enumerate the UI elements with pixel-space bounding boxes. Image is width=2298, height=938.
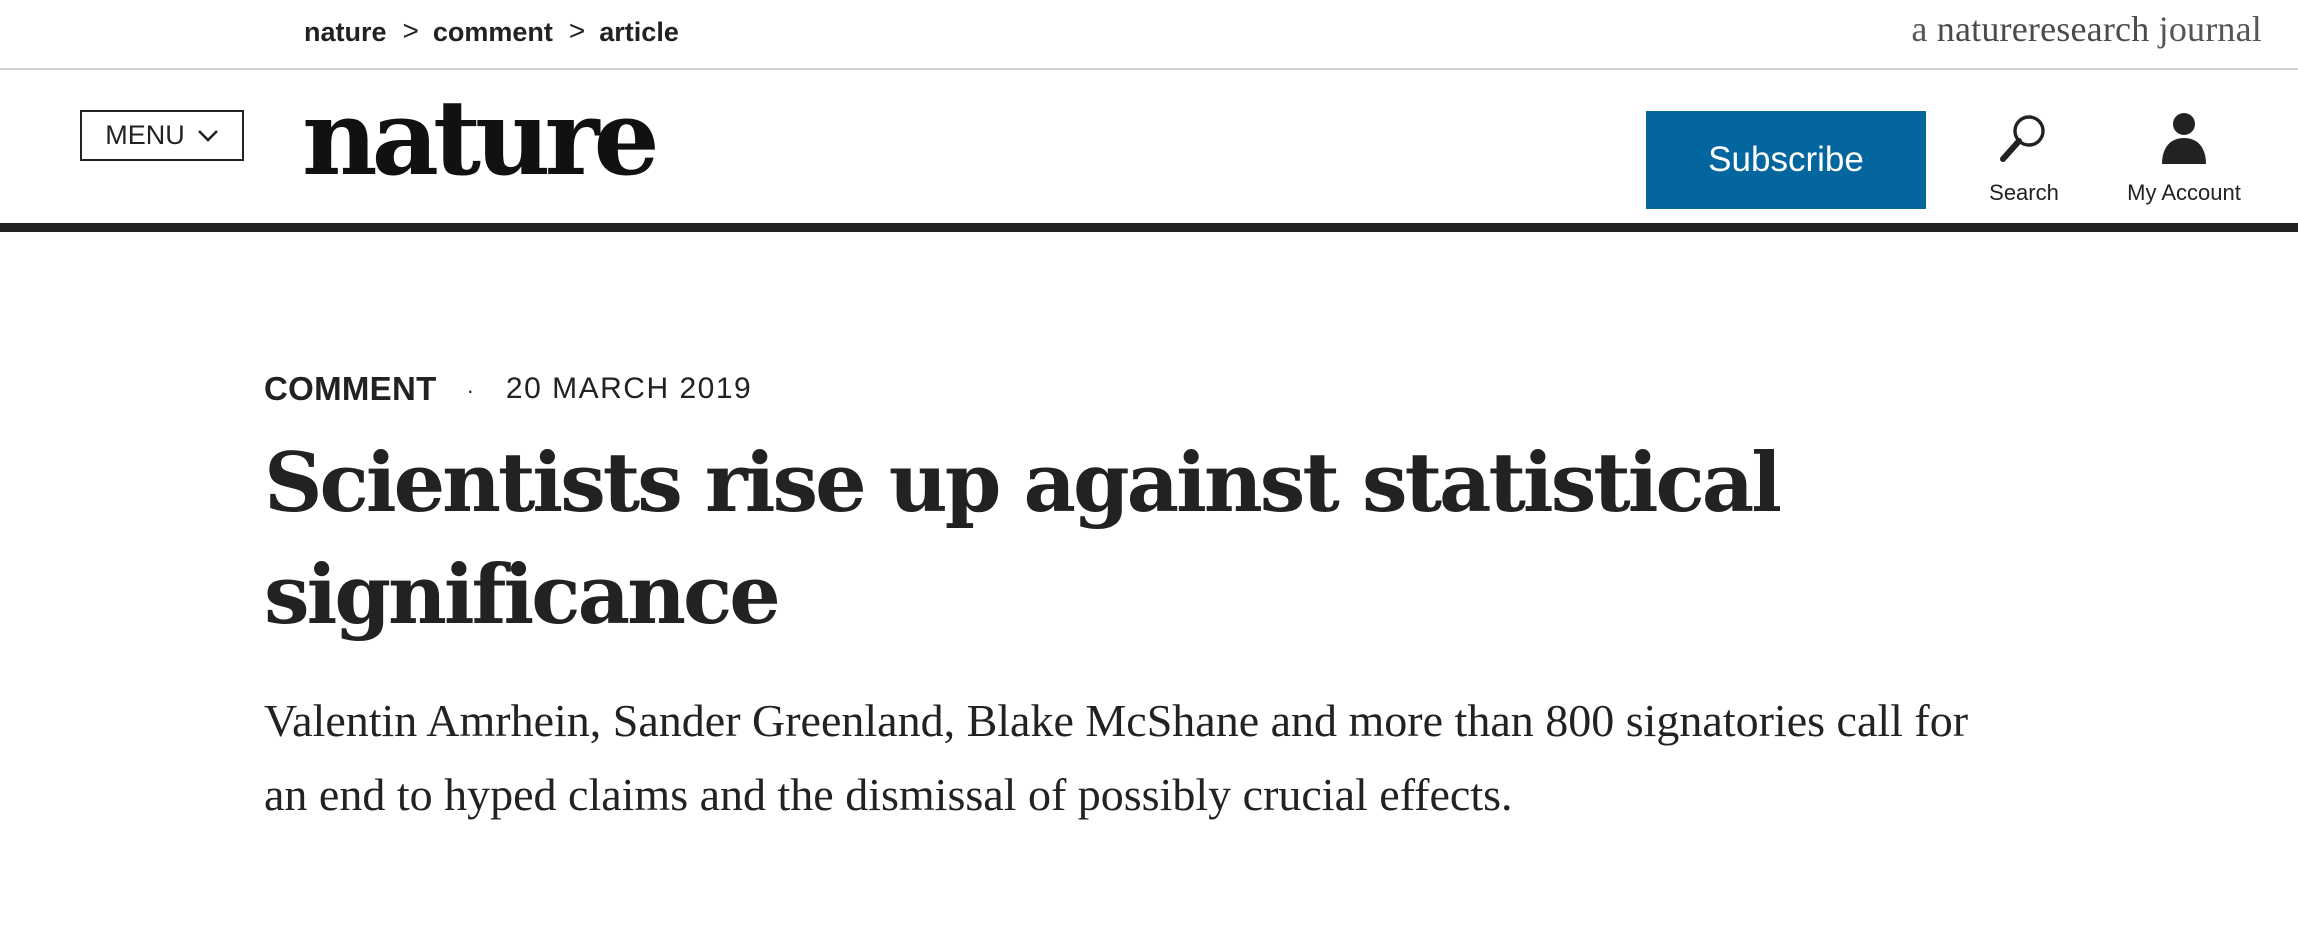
article-standfirst: Valentin Amrhein, Sander Greenland, Blak…	[264, 695, 1969, 820]
search-label: Search	[1989, 180, 2059, 205]
search-button[interactable]: Search	[1980, 110, 2068, 206]
article-title: Scientists rise up against statistical s…	[264, 436, 1782, 643]
breadcrumb-item-comment[interactable]: comment	[432, 16, 553, 47]
meta-separator: ·	[466, 378, 474, 403]
subscribe-button[interactable]: Subscribe	[1646, 111, 1926, 209]
article-meta: COMMENT · 20 MARCH 2019	[264, 370, 752, 408]
site-header: MENU nature Subscribe Search My Account	[0, 70, 2298, 232]
journal-tagline-brand: natureresearch	[1936, 9, 2150, 49]
breadcrumb-separator: >	[402, 15, 419, 46]
article-type[interactable]: COMMENT	[264, 370, 437, 407]
user-icon	[2159, 110, 2209, 172]
my-account-button[interactable]: My Account	[2112, 110, 2256, 206]
breadcrumb-item-nature[interactable]: nature	[304, 16, 387, 47]
publication-date: 20 MARCH 2019	[505, 372, 753, 405]
my-account-label: My Account	[2127, 180, 2241, 205]
breadcrumb-separator: >	[568, 15, 586, 46]
breadcrumb-item-article[interactable]: article	[599, 16, 679, 47]
search-icon	[1996, 110, 2052, 172]
journal-tagline-suffix: journal	[2158, 9, 2262, 49]
nature-logo[interactable]: nature	[302, 76, 660, 199]
menu-button[interactable]: MENU	[80, 110, 244, 161]
breadcrumb: nature > comment > article	[304, 15, 679, 48]
journal-tagline-prefix: a	[1911, 9, 1928, 49]
journal-tagline[interactable]: a natureresearch journal	[1911, 8, 2262, 50]
menu-label: MENU	[105, 120, 185, 150]
chevron-down-icon	[197, 129, 219, 143]
top-bar: nature > comment > article a natureresea…	[0, 0, 2298, 70]
